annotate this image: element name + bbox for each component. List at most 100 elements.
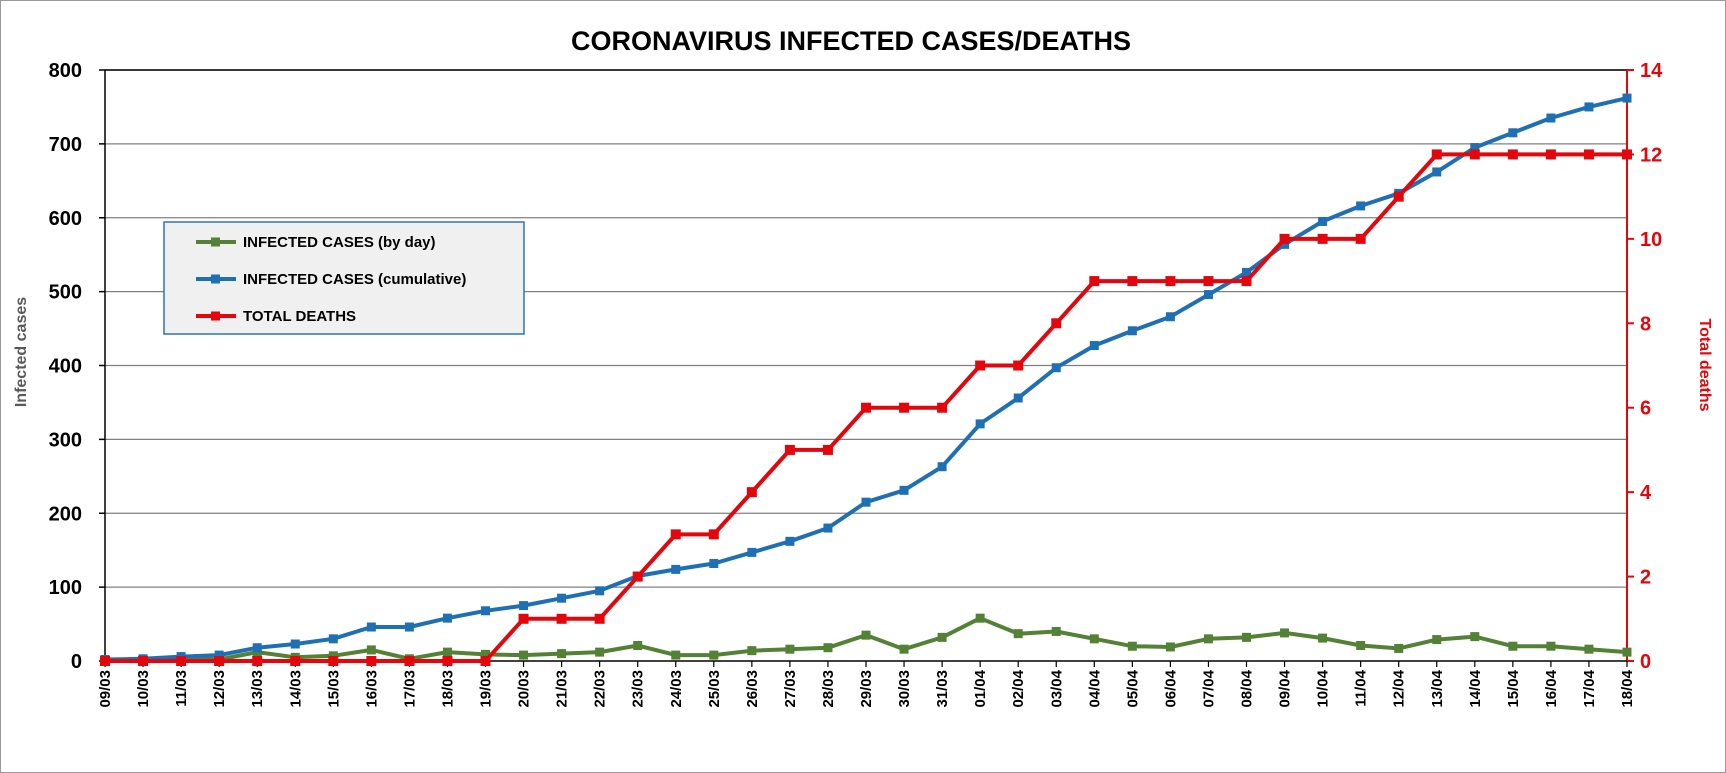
x-tick-label: 12/03: [211, 670, 228, 708]
data-point: [518, 613, 529, 624]
data-point: [1622, 647, 1632, 657]
x-tick-label: 18/03: [439, 670, 456, 708]
data-point: [1242, 632, 1251, 642]
data-point: [557, 593, 567, 603]
x-tick-label: 29/03: [858, 670, 875, 708]
data-point: [1013, 393, 1023, 403]
y2-tick-label: 12: [1640, 144, 1662, 166]
x-tick-label: 02/04: [1010, 669, 1027, 707]
data-point: [1317, 233, 1328, 244]
y2-tick-label: 10: [1640, 229, 1662, 251]
data-point: [1013, 629, 1023, 639]
data-point: [290, 639, 300, 649]
data-point: [709, 558, 719, 568]
legend-swatch-marker: [211, 311, 220, 321]
data-point: [1165, 276, 1176, 287]
data-point: [1546, 641, 1556, 651]
data-point: [214, 656, 225, 666]
data-point: [595, 647, 605, 657]
x-tick-label: 19/03: [478, 670, 495, 708]
data-point: [1508, 641, 1518, 651]
x-tick-label: 26/03: [744, 670, 761, 708]
series-layer: [100, 93, 1632, 666]
x-tick-label: 15/04: [1505, 669, 1522, 707]
data-point: [1242, 267, 1251, 277]
y-tick-label: 300: [49, 429, 82, 451]
data-point: [899, 485, 909, 495]
x-tick-label: 01/04: [972, 669, 989, 707]
y-tick-label: 700: [49, 134, 82, 156]
data-point: [1127, 326, 1137, 336]
data-point: [366, 645, 376, 655]
data-point: [1507, 149, 1518, 160]
data-point: [822, 444, 833, 455]
data-point: [708, 529, 719, 540]
y-tick-label: 800: [49, 60, 82, 82]
chart-title: CORONAVIRUS INFECTED CASES/DEATHS: [571, 26, 1131, 56]
x-tick-label: 03/04: [1048, 669, 1065, 707]
data-point: [1318, 216, 1328, 226]
data-point: [557, 649, 567, 659]
data-point: [1432, 167, 1442, 177]
x-tick-label: 28/03: [820, 670, 837, 708]
data-point: [1355, 233, 1366, 244]
data-point: [252, 643, 262, 653]
data-point: [975, 613, 985, 623]
data-point: [1622, 149, 1632, 160]
data-point: [100, 656, 110, 666]
data-point: [785, 536, 795, 546]
legend-swatch-marker: [211, 274, 220, 284]
data-point: [861, 630, 871, 640]
data-point: [1432, 635, 1442, 645]
data-point: [1051, 626, 1061, 636]
x-tick-label: 22/03: [592, 670, 609, 708]
x-tick-label: 07/04: [1200, 669, 1217, 707]
data-point: [1394, 643, 1404, 653]
x-tick-label: 25/03: [706, 670, 723, 708]
x-tick-label: 04/04: [1086, 669, 1103, 707]
legend-item: TOTAL DEATHS: [196, 308, 356, 325]
legend-label: TOTAL DEATHS: [243, 308, 356, 325]
x-tick-label: 30/03: [896, 670, 913, 708]
legend-item: INFECTED CASES (by day): [196, 234, 436, 251]
y-tick-label: 100: [49, 577, 82, 599]
data-point: [709, 650, 719, 660]
y2-tick-label: 4: [1640, 482, 1652, 504]
x-tick-label: 11/04: [1353, 669, 1370, 706]
series-2: [100, 93, 1632, 665]
data-point: [633, 640, 643, 650]
x-tick-label: 23/03: [630, 670, 647, 708]
x-tick-label: 27/03: [782, 670, 799, 708]
data-point: [1584, 644, 1594, 654]
data-point: [481, 606, 490, 616]
x-tick-label: 14/03: [287, 670, 304, 708]
legend: INFECTED CASES (by day) INFECTED CASES (c…: [163, 221, 525, 335]
data-point: [481, 649, 490, 659]
data-point: [480, 656, 491, 666]
data-point: [442, 647, 452, 657]
data-point: [1165, 312, 1175, 322]
data-point: [784, 444, 795, 455]
data-point: [328, 656, 339, 666]
data-point: [1469, 149, 1480, 160]
data-point: [328, 651, 338, 661]
y-tick-label: 200: [49, 503, 82, 525]
data-point: [899, 402, 910, 413]
data-point: [138, 656, 149, 666]
data-point: [442, 613, 452, 623]
x-tick-label: 24/03: [668, 670, 685, 708]
data-point: [861, 497, 871, 507]
y2-tick-label: 2: [1640, 567, 1651, 589]
x-tick-label: 11/03: [173, 670, 190, 707]
series-3: [100, 149, 1632, 666]
data-point: [176, 656, 187, 666]
x-tick-label: 17/04: [1581, 669, 1598, 707]
data-point: [1545, 149, 1556, 160]
data-point: [1203, 276, 1214, 287]
data-point: [366, 656, 377, 666]
data-point: [1279, 233, 1290, 244]
data-point: [404, 622, 414, 632]
data-point: [404, 656, 415, 666]
data-point: [1127, 641, 1137, 651]
x-tick-label: 17/03: [401, 670, 418, 708]
